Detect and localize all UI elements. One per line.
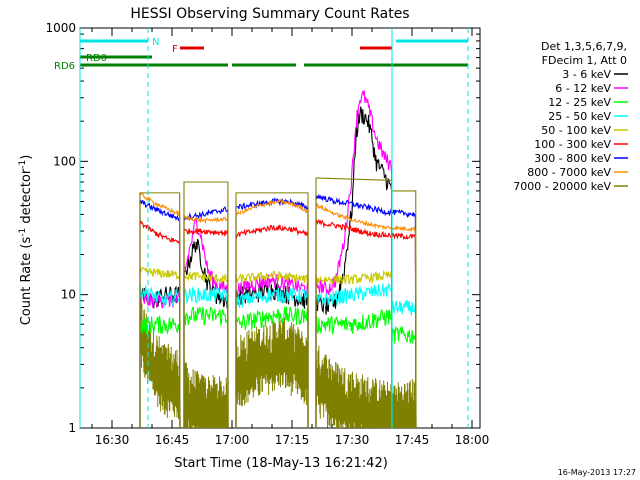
- series-line: [315, 193, 417, 429]
- series-line: [315, 90, 393, 429]
- flag-label: F: [172, 44, 178, 55]
- hard-band-mark: [139, 295, 181, 419]
- series-line: [183, 181, 229, 429]
- legend-label: 6 - 12 keV: [555, 82, 611, 95]
- x-tick-label: 17:45: [395, 433, 430, 447]
- marker-lines: [79, 28, 469, 428]
- flag-label: N: [152, 37, 159, 48]
- hard-band-mark: [235, 317, 309, 409]
- x-tick-label: 16:30: [95, 433, 130, 447]
- flag-label: RD0: [86, 53, 107, 64]
- legend-label: 800 - 7000 keV: [527, 166, 611, 179]
- series-line: [139, 315, 181, 429]
- x-axis-label: Start Time (18-May-13 16:21:42): [174, 456, 388, 471]
- series-line: [183, 271, 229, 429]
- legend-label: 300 - 800 keV: [534, 152, 611, 165]
- series-line: [235, 223, 309, 428]
- legend-header: Det 1,3,5,6,7,9,: [541, 40, 627, 53]
- series-line: [235, 287, 309, 428]
- hard-band-mark: [183, 362, 229, 428]
- timestamp: 16-May-2013 17:27: [558, 468, 636, 477]
- hard-band-mark: [315, 345, 393, 428]
- series-line: [139, 266, 181, 429]
- series-line: [183, 306, 229, 429]
- y-axis-label: Count Rate (s-1 detector-1): [18, 155, 34, 326]
- series-line: [235, 192, 309, 428]
- series-line: [315, 307, 393, 429]
- series-line: [183, 286, 229, 429]
- y-tick-label: 1: [68, 421, 76, 435]
- series-line: [139, 192, 181, 429]
- series-line: [315, 270, 393, 429]
- x-tick-label: 16:45: [155, 433, 190, 447]
- series-line: [183, 214, 229, 429]
- series-line: [391, 190, 417, 429]
- series-line: [315, 282, 393, 429]
- observing-flags: N F RD0 RD6: [54, 37, 468, 72]
- series-line: [183, 205, 229, 429]
- flag-label: RD6: [54, 61, 75, 72]
- series-line: [183, 228, 229, 429]
- hard-band-mark: [391, 379, 417, 428]
- legend-label: 12 - 25 keV: [548, 96, 611, 109]
- y-tick-label: 1000: [45, 21, 76, 35]
- legend-label: 3 - 6 keV: [562, 68, 611, 81]
- legend-label: 25 - 50 keV: [548, 110, 611, 123]
- series-line: [139, 199, 181, 429]
- x-tick-label: 17:30: [335, 433, 370, 447]
- series-line: [139, 192, 181, 429]
- series-line: [139, 282, 181, 429]
- series-line: [235, 270, 309, 428]
- y-tick-label: 10: [61, 288, 76, 302]
- legend-header: FDecim 1, Att 0: [542, 54, 627, 67]
- legend-label: 100 - 300 keV: [534, 138, 611, 151]
- series-line: [391, 300, 417, 429]
- series-line: [235, 306, 309, 428]
- series-line: [139, 219, 181, 429]
- legend-label: 7000 - 20000 keV: [513, 180, 611, 193]
- series-line: [391, 326, 417, 429]
- x-tick-label: 18:00: [455, 433, 490, 447]
- series-line: [315, 219, 417, 429]
- x-tick-label: 17:00: [215, 433, 250, 447]
- axis-ticks: 16:30 16:45 17:00 17:15 17:30 17:45 18:00 1 10 10…: [45, 21, 489, 447]
- series-line: [183, 217, 229, 429]
- x-tick-label: 17:15: [275, 433, 310, 447]
- series-line: [235, 273, 309, 428]
- series-line: [235, 198, 309, 428]
- series-line: [315, 106, 393, 429]
- y-tick-label: 100: [53, 154, 76, 168]
- chart-title: HESSI Observing Summary Count Rates: [130, 6, 409, 22]
- legend-label: 50 - 100 keV: [541, 124, 611, 137]
- series-line: [315, 177, 393, 429]
- series-line: [315, 202, 417, 429]
- series-layer: [139, 90, 417, 429]
- legend: Det 1,3,5,6,7,9,FDecim 1, Att 03 - 6 keV…: [513, 40, 628, 193]
